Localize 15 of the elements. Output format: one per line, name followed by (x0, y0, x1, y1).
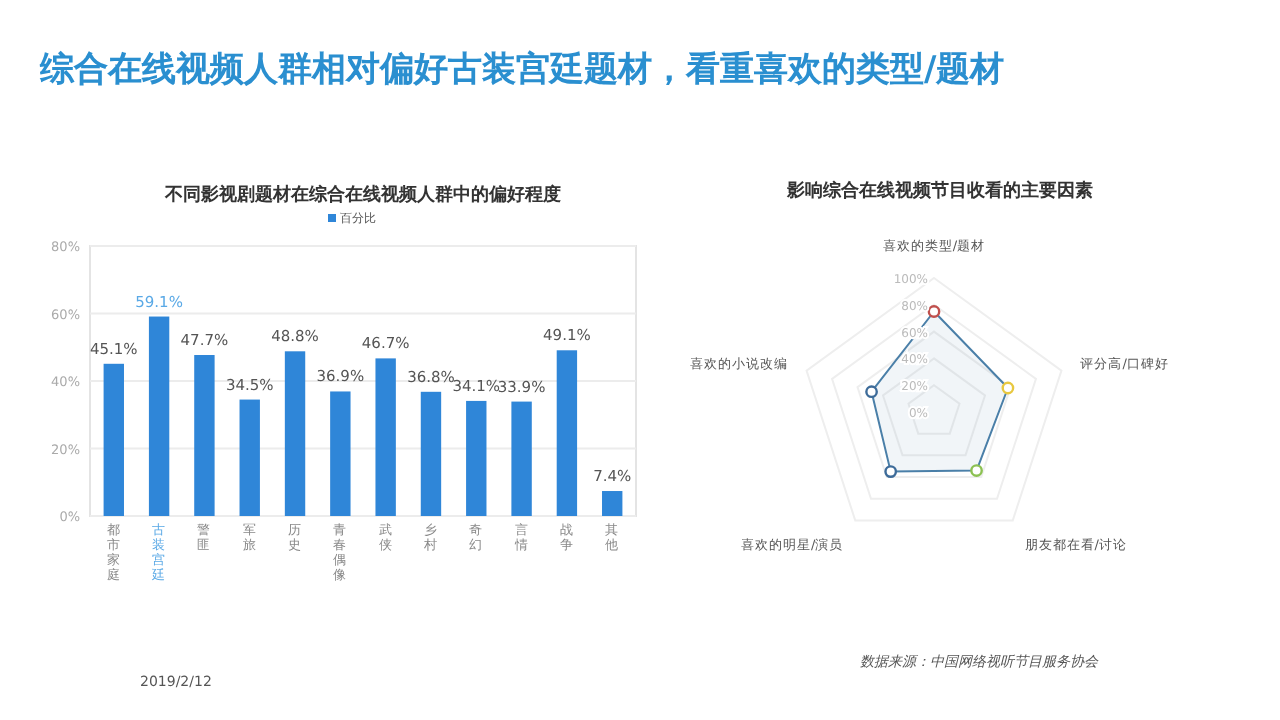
bar (284, 351, 306, 516)
chart-title: 不同影视剧题材在综合在线视频人群中的偏好程度 (163, 184, 561, 206)
bar (556, 350, 578, 516)
bar (330, 391, 351, 516)
bar (375, 358, 396, 516)
bar (602, 491, 623, 516)
bar (239, 399, 260, 516)
bar (466, 400, 487, 516)
text: 综合在线视频人群相对偏好古装宫廷题材，看重喜欢的类型/题材 (38, 50, 1005, 90)
bar (103, 363, 124, 516)
bar (194, 355, 215, 516)
bar (148, 316, 170, 516)
bar (420, 391, 442, 516)
chart-title: 影响综合在线视频节目收看的主要因素 (785, 180, 1093, 202)
bar (511, 401, 532, 516)
